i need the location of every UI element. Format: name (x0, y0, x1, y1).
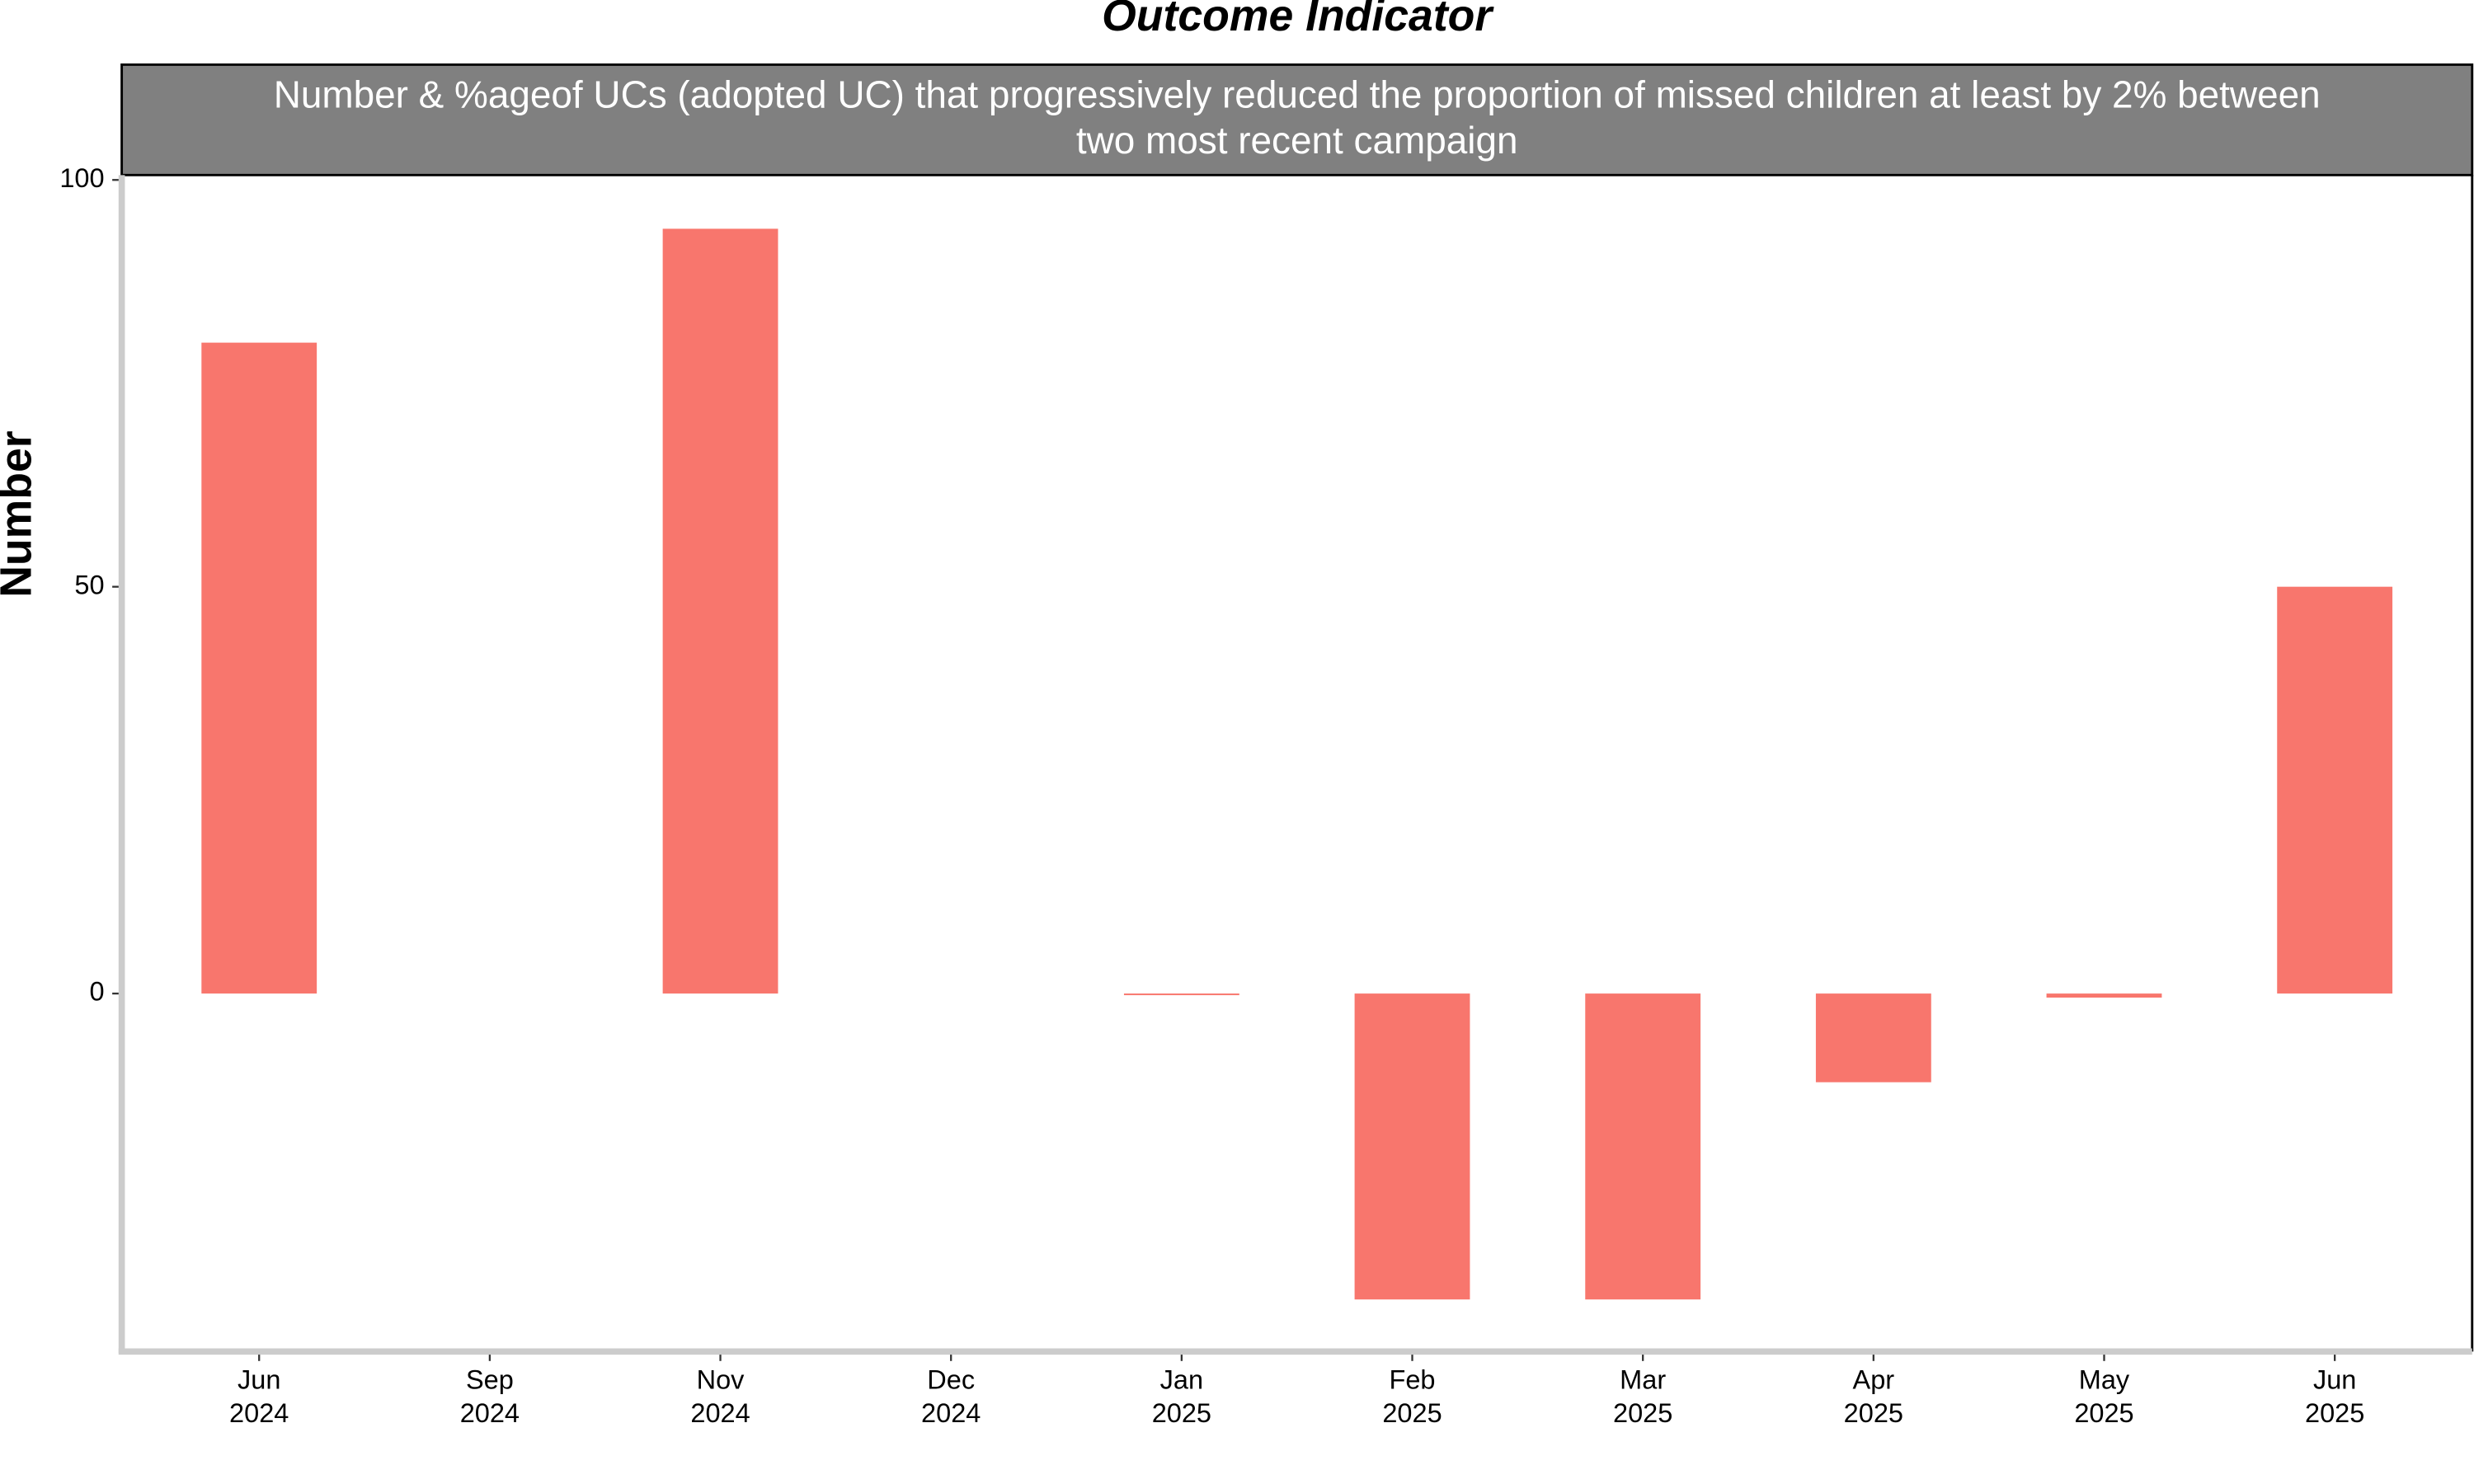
bar (1585, 993, 1701, 1300)
y-tick-label: 50 (74, 570, 104, 599)
x-tick-label: Apr 2025 (1844, 1364, 1903, 1427)
x-tick-label: Jan 2025 (1152, 1364, 1211, 1427)
x-tick-label: Jun 2025 (2305, 1364, 2364, 1427)
bar (1123, 993, 1239, 996)
x-tick-label: Jun 2024 (229, 1364, 289, 1427)
bar (1815, 993, 1931, 1082)
plot: 0 50 100 Jun 2024 Sep 2024 Nov 2024 Dec 2024 Jan 202… (59, 163, 2393, 1427)
bar (201, 342, 317, 994)
strip-text: Number & %ageof UCs (adopted UC) that pr… (274, 73, 2321, 116)
strip (120, 63, 2474, 176)
y-tick-label: 0 (89, 977, 104, 1007)
x-tick-label: Sep 2024 (460, 1364, 520, 1427)
x-tick-label: Dec 2024 (921, 1364, 981, 1427)
x-tick-label: Mar 2025 (1613, 1364, 1672, 1427)
bar (662, 228, 778, 994)
x-tick-label: Nov 2024 (690, 1364, 750, 1427)
chart-title: Outcome Indicator (1102, 0, 1494, 40)
x-tick-label: Feb 2025 (1382, 1364, 1442, 1427)
bar (2046, 993, 2162, 998)
x-tick-label: May 2025 (2074, 1364, 2133, 1427)
y-tick-label: 100 (59, 163, 104, 193)
bar (1354, 993, 1470, 1300)
y-axis-label: Number (0, 430, 40, 597)
strip-text: two most recent campaign (1076, 119, 1518, 162)
bar (2277, 586, 2393, 994)
